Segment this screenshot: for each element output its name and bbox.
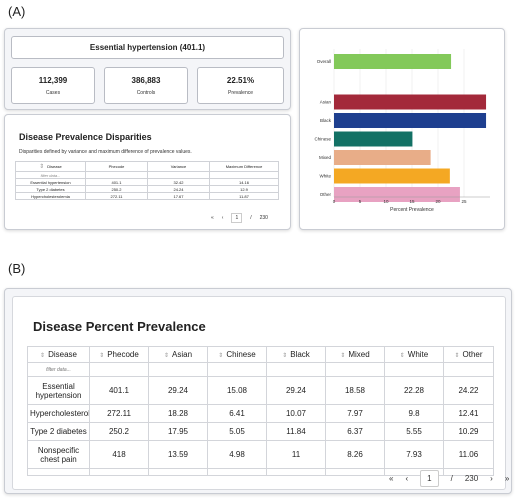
category-label: Mixed xyxy=(319,155,332,160)
col-phecode[interactable]: ⇕ Phecode xyxy=(89,346,149,363)
cases-stat: 112,399 Cases xyxy=(11,67,95,104)
chart-frame: Overall Asian Black Chinese Mixed White Other 0… xyxy=(299,28,505,230)
prevalence-frame: Disease Percent Prevalence ⇕ Disease ⇕ Phe… xyxy=(4,288,512,494)
col-mixed[interactable]: ⇕ Mixed xyxy=(325,346,385,363)
tick-label: 10 xyxy=(383,199,389,204)
prevalence-table: ⇕ Disease ⇕ Phecode ⇕ Asian ⇕ Chinese ⇕ Black… xyxy=(27,346,494,476)
prev-page-button[interactable]: ‹ xyxy=(405,474,409,483)
x-axis-label: Percent Prevalence xyxy=(390,207,434,213)
bar-black xyxy=(334,113,487,128)
prevalence-bar-chart: Overall Asian Black Chinese Mixed White Other0… xyxy=(314,49,490,213)
table-row[interactable]: Hypercholesterolemia 272.11 17.67 11.87 xyxy=(15,192,279,200)
summary-frame: Essential hypertension (401.1) 112,399 C… xyxy=(4,28,291,110)
current-page[interactable]: 1 xyxy=(231,213,243,223)
controls-stat: 386,883 Controls xyxy=(104,67,188,104)
bar-other xyxy=(334,187,460,202)
category-label: White xyxy=(319,174,331,179)
page-separator: / xyxy=(450,474,453,483)
filter-input[interactable]: filter data... xyxy=(27,362,90,377)
prevalence-card: Disease Percent Prevalence ⇕ Disease ⇕ Phe… xyxy=(12,296,509,490)
bar-mixed xyxy=(334,150,431,165)
prevalence-value: 22.51% xyxy=(226,75,255,85)
cases-label: Cases xyxy=(45,89,61,96)
bar-white xyxy=(334,168,450,184)
col-max-difference[interactable]: Maximum Difference xyxy=(209,161,279,172)
category-label: Black xyxy=(320,118,332,123)
prevalence-pager: « ‹ 1 / 230 › » xyxy=(383,470,515,487)
next-page-button[interactable]: › xyxy=(490,474,493,483)
panel-a-label: (A) xyxy=(8,4,26,19)
table-row[interactable]: Essential hypertension 401.1 32.42 14.16 xyxy=(15,178,279,186)
category-label: Chinese xyxy=(314,137,331,142)
prevalence-stat: 22.51% Prevalence xyxy=(197,67,284,104)
prev-page-button[interactable]: ‹ xyxy=(221,215,224,221)
col-phecode[interactable]: Phecode xyxy=(85,161,148,172)
disease-title: Essential hypertension (401.1) xyxy=(11,36,284,59)
col-other[interactable]: ⇕ Other xyxy=(443,346,494,363)
table-row[interactable]: Type 2 diabetes 250.2 17.95 5.05 11.84 6… xyxy=(27,422,494,441)
col-white[interactable]: ⇕ White xyxy=(384,346,444,363)
col-black[interactable]: ⇕ Black xyxy=(266,346,326,363)
category-label: Other xyxy=(320,192,332,197)
bar-overall xyxy=(334,54,452,69)
table-row[interactable]: Nonspecific chest pain 418 13.59 4.98 11… xyxy=(27,440,494,469)
prevalence-label: Prevalence xyxy=(227,89,253,96)
col-variance[interactable]: Variance xyxy=(147,161,210,172)
disparities-frame: Disease Prevalence Disparities Dispariti… xyxy=(4,114,291,230)
controls-label: Controls xyxy=(136,89,156,96)
category-label: Asian xyxy=(320,100,332,105)
controls-value: 386,883 xyxy=(131,75,161,85)
page-separator: / xyxy=(250,215,252,221)
disparities-subtitle: Disparities defined by variance and maxi… xyxy=(19,149,192,155)
bar-asian xyxy=(334,94,487,110)
disparities-pager: « ‹ 1 / 230 xyxy=(207,213,272,223)
current-page[interactable]: 1 xyxy=(420,470,439,487)
last-page-button[interactable]: » xyxy=(504,474,510,483)
prevalence-title: Disease Percent Prevalence xyxy=(33,319,206,334)
col-disease[interactable]: ⇕ Disease xyxy=(15,161,86,172)
tick-label: 25 xyxy=(461,199,467,204)
disparities-title: Disease Prevalence Disparities xyxy=(19,132,152,142)
tick-label: 20 xyxy=(435,199,441,204)
filter-input[interactable]: filter data... xyxy=(15,171,86,179)
first-page-button[interactable]: « xyxy=(211,215,214,221)
first-page-button[interactable]: « xyxy=(389,474,394,483)
tick-label: 0 xyxy=(333,199,336,204)
tick-label: 15 xyxy=(409,199,415,204)
table-row[interactable]: Hypercholesterolemi 272.11 18.28 6.41 10… xyxy=(27,404,494,423)
category-label: Overall xyxy=(317,59,331,64)
disparities-table: ⇕ Disease Phecode Variance Maximum Differ… xyxy=(15,161,279,200)
table-row[interactable]: Type 2 diabetes 250.2 24.24 12.9 xyxy=(15,185,279,193)
col-disease[interactable]: ⇕ Disease xyxy=(27,346,90,363)
tick-label: 5 xyxy=(359,199,362,204)
col-chinese[interactable]: ⇕ Chinese xyxy=(207,346,267,363)
col-asian[interactable]: ⇕ Asian xyxy=(148,346,208,363)
bar-chinese xyxy=(334,131,413,147)
table-row[interactable]: Essential hypertension 401.1 29.24 15.08… xyxy=(27,376,494,405)
panel-b-label: (B) xyxy=(8,261,26,276)
total-pages: 230 xyxy=(464,474,479,483)
total-pages: 230 xyxy=(259,215,268,221)
cases-value: 112,399 xyxy=(38,75,68,85)
